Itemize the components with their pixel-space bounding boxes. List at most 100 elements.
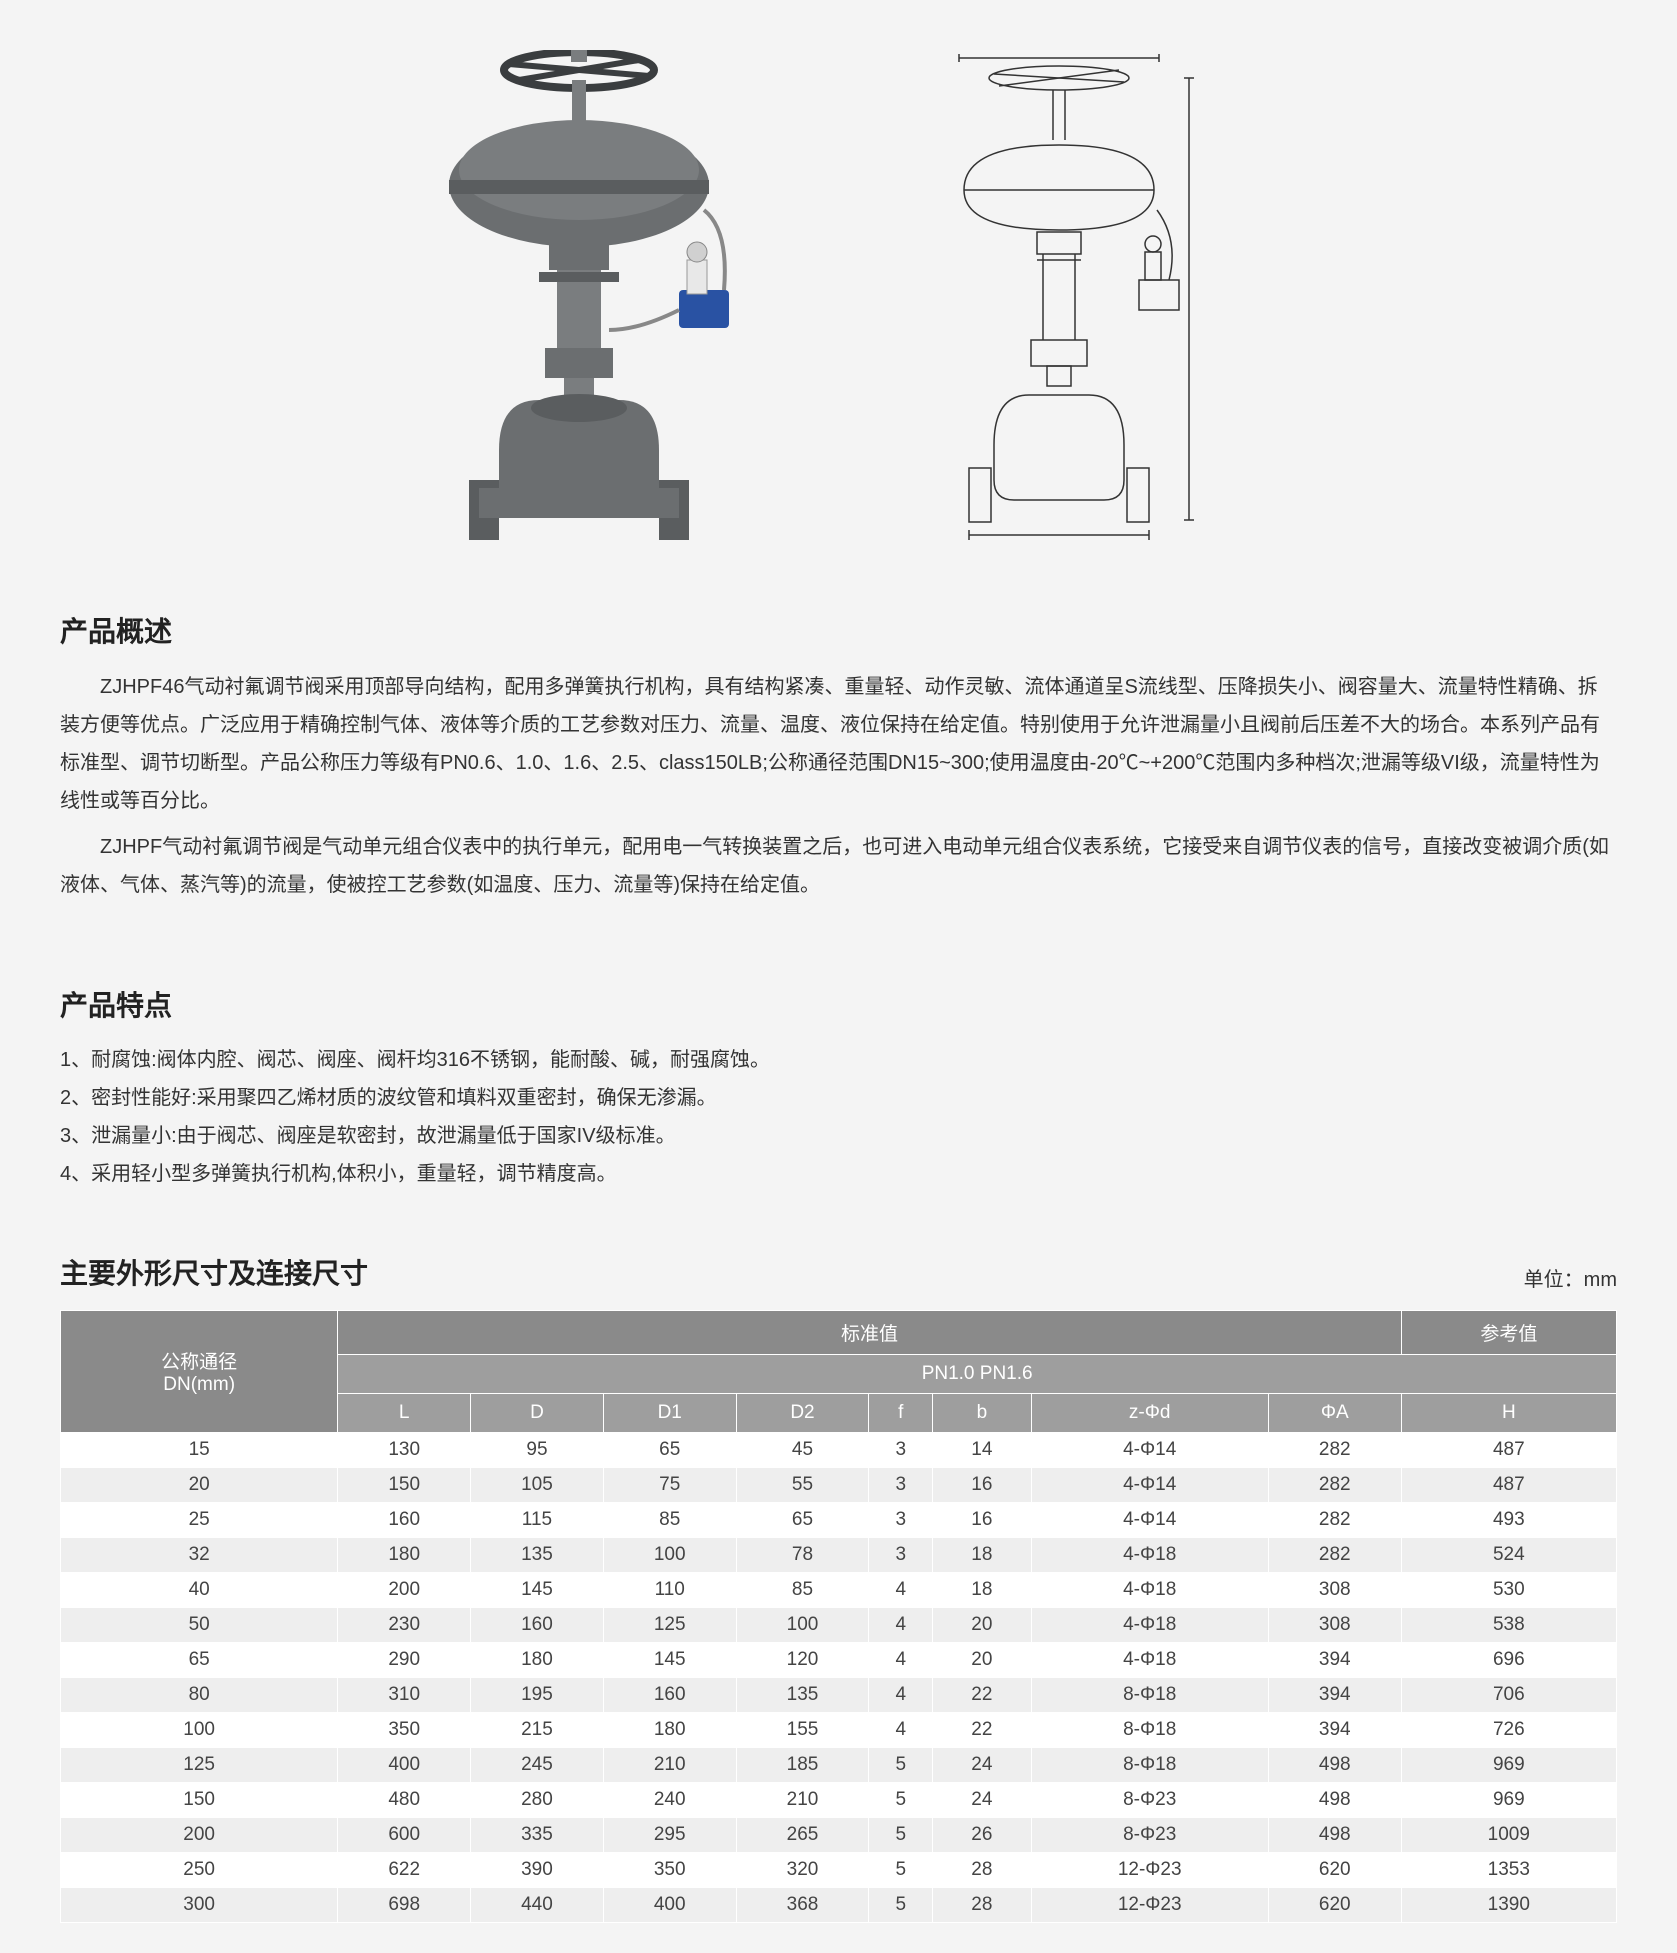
table-cell: 160 (471, 1608, 604, 1643)
table-row: 2006003352952655268-Φ234981009 (61, 1818, 1617, 1853)
dimensions-header-row: 主要外形尺寸及连接尺寸 单位：mm (60, 1252, 1617, 1292)
table-cell: 400 (338, 1748, 471, 1783)
table-cell: 200 (61, 1818, 338, 1853)
table-cell: 25 (61, 1503, 338, 1538)
table-cell: 32 (61, 1538, 338, 1573)
table-cell: 394 (1268, 1713, 1401, 1748)
table-cell: 16 (933, 1503, 1031, 1538)
table-cell: 620 (1268, 1853, 1401, 1888)
table-cell: 120 (736, 1643, 869, 1678)
table-cell: 295 (603, 1818, 736, 1853)
table-cell: 290 (338, 1643, 471, 1678)
table-cell: 28 (933, 1853, 1031, 1888)
table-cell: 4 (869, 1573, 933, 1608)
table-cell: 350 (603, 1853, 736, 1888)
table-cell: 4 (869, 1608, 933, 1643)
table-cell: 180 (603, 1713, 736, 1748)
col-header: ΦA (1268, 1394, 1401, 1433)
col-header: D1 (603, 1394, 736, 1433)
table-cell: 4 (869, 1643, 933, 1678)
table-cell: 78 (736, 1538, 869, 1573)
table-cell: 100 (736, 1608, 869, 1643)
table-cell: 308 (1268, 1608, 1401, 1643)
table-cell: 105 (471, 1468, 604, 1503)
image-section (60, 30, 1617, 570)
table-cell: 726 (1401, 1713, 1616, 1748)
table-cell: 4-Φ18 (1031, 1573, 1268, 1608)
table-row: 40200145110854184-Φ18308530 (61, 1573, 1617, 1608)
table-cell: 4-Φ18 (1031, 1608, 1268, 1643)
table-row: 652901801451204204-Φ18394696 (61, 1643, 1617, 1678)
overview-para-1: ZJHPF46气动衬氟调节阀采用顶部导向结构，配用多弹簧执行机构，具有结构紧凑、… (60, 668, 1617, 820)
table-cell: 8-Φ18 (1031, 1713, 1268, 1748)
table-cell: 210 (603, 1748, 736, 1783)
table-cell: 3 (869, 1433, 933, 1468)
dimensions-table: 公称通径 DN(mm) 标准值 参考值 PN1.0 PN1.6 L D D1 D… (60, 1310, 1617, 1923)
table-row: 2015010575553164-Φ14282487 (61, 1468, 1617, 1503)
table-cell: 65 (61, 1643, 338, 1678)
table-cell: 20 (933, 1608, 1031, 1643)
dimensions-title: 主要外形尺寸及连接尺寸 (60, 1252, 368, 1292)
table-cell: 26 (933, 1818, 1031, 1853)
table-cell: 22 (933, 1678, 1031, 1713)
table-cell: 4 (869, 1713, 933, 1748)
table-cell: 180 (471, 1643, 604, 1678)
table-cell: 160 (338, 1503, 471, 1538)
table-row: 803101951601354228-Φ18394706 (61, 1678, 1617, 1713)
table-cell: 8-Φ18 (1031, 1748, 1268, 1783)
table-cell: 5 (869, 1818, 933, 1853)
table-cell: 530 (1401, 1573, 1616, 1608)
table-cell: 622 (338, 1853, 471, 1888)
row-label-line1: 公称通径 (65, 1347, 333, 1374)
product-photo (409, 50, 789, 550)
table-cell: 250 (61, 1853, 338, 1888)
table-cell: 498 (1268, 1818, 1401, 1853)
features-title: 产品特点 (60, 984, 1617, 1024)
overview-para-2: ZJHPF气动衬氟调节阀是气动单元组合仪表中的执行单元，配用电一气转换装置之后，… (60, 828, 1617, 904)
col-header: L (338, 1394, 471, 1433)
table-cell: 20 (61, 1468, 338, 1503)
table-cell: 498 (1268, 1783, 1401, 1818)
table-cell: 150 (61, 1783, 338, 1818)
table-cell: 95 (471, 1433, 604, 1468)
table-cell: 4-Φ18 (1031, 1643, 1268, 1678)
feature-item: 2、密封性能好:采用聚四乙烯材质的波纹管和填料双重密封，确保无渗漏。 (60, 1080, 1617, 1116)
table-cell: 15 (61, 1433, 338, 1468)
feature-list: 1、耐腐蚀:阀体内腔、阀芯、阀座、阀杆均316不锈钢，能耐酸、碱，耐强腐蚀。 2… (60, 1042, 1617, 1192)
table-cell: 493 (1401, 1503, 1616, 1538)
group-reference: 参考值 (1401, 1311, 1616, 1355)
table-cell: 24 (933, 1748, 1031, 1783)
unit-label: 单位：mm (1524, 1263, 1617, 1292)
table-cell: 487 (1401, 1468, 1616, 1503)
feature-item: 1、耐腐蚀:阀体内腔、阀芯、阀座、阀杆均316不锈钢，能耐酸、碱，耐强腐蚀。 (60, 1042, 1617, 1078)
table-cell: 620 (1268, 1888, 1401, 1923)
table-cell: 125 (61, 1748, 338, 1783)
table-cell: 969 (1401, 1783, 1616, 1818)
table-cell: 210 (736, 1783, 869, 1818)
table-cell: 240 (603, 1783, 736, 1818)
table-cell: 280 (471, 1783, 604, 1818)
table-cell: 50 (61, 1608, 338, 1643)
col-header: z-Φd (1031, 1394, 1268, 1433)
table-cell: 265 (736, 1818, 869, 1853)
table-cell: 8-Φ23 (1031, 1818, 1268, 1853)
table-cell: 706 (1401, 1678, 1616, 1713)
table-cell: 150 (338, 1468, 471, 1503)
table-cell: 16 (933, 1468, 1031, 1503)
table-row: 151309565453144-Φ14282487 (61, 1433, 1617, 1468)
table-cell: 75 (603, 1468, 736, 1503)
table-cell: 115 (471, 1503, 604, 1538)
table-cell: 200 (338, 1573, 471, 1608)
table-cell: 18 (933, 1538, 1031, 1573)
table-cell: 14 (933, 1433, 1031, 1468)
table-cell: 135 (736, 1678, 869, 1713)
table-cell: 85 (736, 1573, 869, 1608)
table-cell: 12-Φ23 (1031, 1888, 1268, 1923)
table-cell: 4-Φ14 (1031, 1503, 1268, 1538)
table-cell: 1009 (1401, 1818, 1616, 1853)
table-row: 25062239035032052812-Φ236201353 (61, 1853, 1617, 1888)
table-cell: 335 (471, 1818, 604, 1853)
table-cell: 300 (61, 1888, 338, 1923)
row-label-line2: DN(mm) (65, 1374, 333, 1396)
table-cell: 440 (471, 1888, 604, 1923)
